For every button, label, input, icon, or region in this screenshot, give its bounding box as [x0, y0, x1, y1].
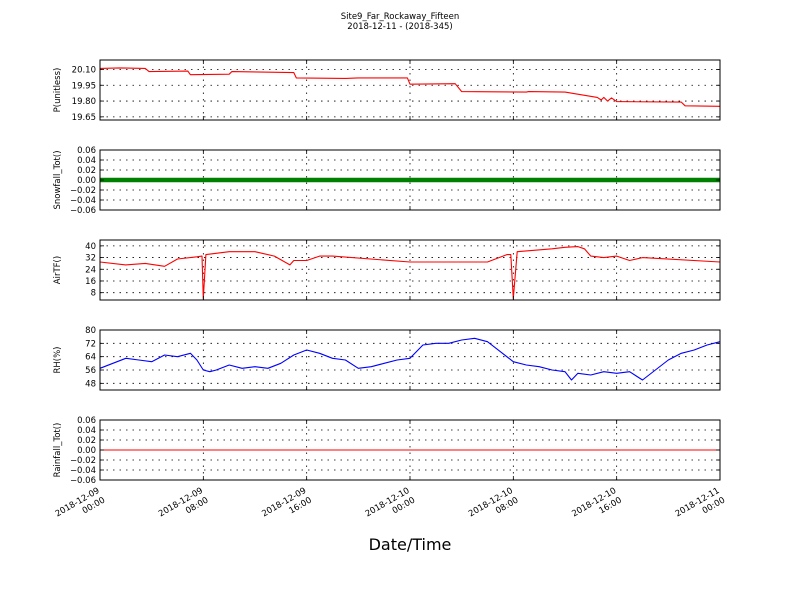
y-tick-label: 0.06	[77, 146, 96, 156]
y-tick-label: 40	[85, 242, 96, 252]
x-tick-label: 2018-12-1008:00	[467, 486, 520, 529]
axes-frame	[99, 329, 721, 391]
y-tick-label: −0.02	[70, 186, 96, 196]
y-tick-label: 19.65	[72, 113, 96, 123]
panel-4: 80 72 64 56 48 RH(%)	[53, 326, 721, 391]
y-axis-label: AirTF()	[53, 256, 63, 284]
x-tick-label: 2018-12-1016:00	[570, 486, 623, 529]
y-tick-label: 24	[85, 265, 96, 275]
y-tick-label: 48	[85, 379, 96, 389]
y-axis-label: Rainfall_Tot()	[53, 423, 63, 478]
series-line	[99, 337, 721, 381]
x-tick-label: 2018-12-0900:00	[54, 486, 107, 529]
panels: 20.1019.9519.8019.65P(unitless)0.060.040…	[53, 59, 727, 529]
y-tick-label: 8	[91, 289, 96, 299]
x-axis-label: Date/Time	[369, 535, 452, 554]
axes-frame	[99, 239, 721, 301]
y-tick-label: 0.04	[77, 426, 96, 436]
panel-5: 0.060.040.020.00−0.02−0.04−0.06 Rainfall_…	[53, 416, 721, 486]
y-tick-label: 0.02	[77, 166, 96, 176]
x-tick-label: 2018-12-0916:00	[260, 486, 313, 529]
y-tick-label: 0.02	[77, 436, 96, 446]
y-tick-label: −0.04	[70, 196, 96, 206]
x-tick-label: 2018-12-0908:00	[157, 486, 210, 529]
x-tick-label: 2018-12-1100:00	[674, 486, 727, 529]
y-tick-label: 0.00	[77, 446, 96, 456]
axes-frame	[99, 59, 721, 121]
y-axis-label: Snowfall_Tot()	[53, 150, 63, 209]
y-tick-label: −0.06	[70, 206, 96, 216]
y-axis-label: P(unitless)	[53, 68, 63, 113]
series-line	[99, 67, 721, 107]
y-tick-label: 0.06	[77, 416, 96, 426]
y-tick-label: 64	[85, 353, 96, 363]
y-tick-label: −0.06	[70, 476, 96, 486]
panel-1: 20.10 19.95 19.80 19.65 P(unitless)	[53, 59, 721, 123]
y-tick-label: 0.04	[77, 156, 96, 166]
y-tick-label: −0.04	[70, 466, 96, 476]
chart-subtitle: 2018-12-11 - (2018-345)	[347, 22, 452, 32]
y-tick-label: −0.02	[70, 456, 96, 466]
y-tick-label: 56	[85, 366, 96, 376]
series-line	[99, 246, 721, 300]
y-tick-label: 16	[85, 277, 96, 287]
panel-2: 0.060.040.020.00−0.02−0.04−0.06 Snowfall_…	[53, 146, 721, 216]
y-tick-label: 32	[85, 254, 96, 264]
y-tick-label: 20.10	[72, 65, 96, 75]
y-tick-label: 0.00	[77, 176, 96, 186]
y-tick-label: 72	[85, 339, 96, 349]
x-tick-label: 2018-12-1000:00	[364, 486, 417, 529]
y-tick-label: 80	[85, 326, 96, 336]
y-axis-label: RH(%)	[53, 346, 63, 373]
chart-title: Site9_Far_Rockaway_Fifteen	[341, 12, 460, 22]
y-tick-label: 19.80	[72, 97, 96, 107]
y-tick-label: 19.95	[72, 81, 96, 91]
